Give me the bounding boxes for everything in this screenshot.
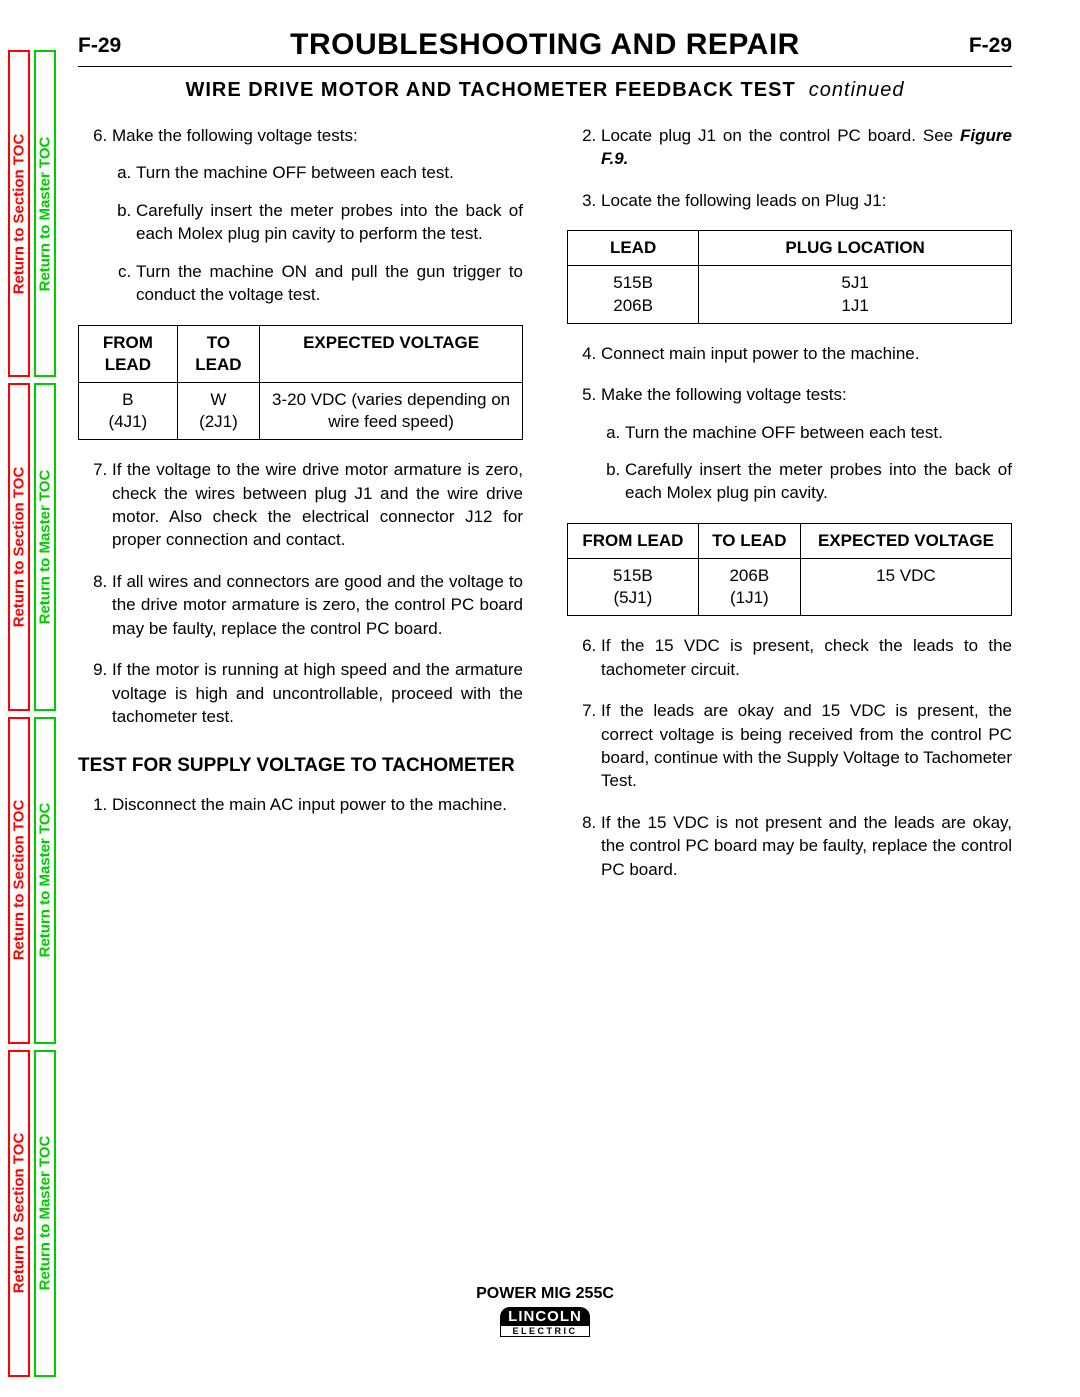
return-master-toc-link[interactable]: Return to Master TOC [34,717,56,1044]
return-section-toc-link[interactable]: Return to Section TOC [8,50,30,377]
supply-voltage-list: Disconnect the main AC input power to th… [78,793,523,816]
th-expected: EXPECTED VOLTAGE [260,325,523,382]
page-number-right: F-29 [969,34,1012,58]
procedure-list-left-cont: If the voltage to the wire drive motor a… [78,458,523,729]
step-6c: Turn the machine ON and pull the gun tri… [136,260,523,307]
step-9: If the motor is running at high speed an… [112,658,523,728]
th-to: TO LEAD [698,523,800,558]
master-toc-column: Return to Master TOC Return to Master TO… [34,50,56,1377]
th-to: TO LEAD [177,325,259,382]
supply-step-3: Locate the following leads on Plug J1: [601,189,1012,212]
voltage-table-1: FROM LEAD TO LEAD EXPECTED VOLTAGE B(4J1… [78,325,523,440]
procedure-list-right-3: If the 15 VDC is present, check the lead… [567,634,1012,881]
td-from: 515B(5J1) [568,559,699,616]
supply-step-5: Make the following voltage tests: Turn t… [601,383,1012,505]
sidebar-toc-tabs: Return to Section TOC Return to Section … [8,50,56,1377]
page-header: F-29 TROUBLESHOOTING AND REPAIR F-29 [78,28,1012,67]
model-name: POWER MIG 255C [78,1285,1012,1303]
td-from: B(4J1) [79,382,178,439]
supply-step-4: Connect main input power to the machine. [601,342,1012,365]
td-to: 206B(1J1) [698,559,800,616]
procedure-list-right: Locate plug J1 on the control PC board. … [567,124,1012,212]
td-expected: 15 VDC [800,559,1011,616]
plug-location-table: LEAD PLUG LOCATION 515B206B 5J11J1 [567,230,1012,323]
left-column: Make the following voltage tests: Turn t… [78,124,523,899]
supply-step-2: Locate plug J1 on the control PC board. … [601,124,1012,171]
step-2-text: Locate plug J1 on the control PC board. … [601,126,960,145]
procedure-list-right-2: Connect main input power to the machine.… [567,342,1012,505]
step-6-intro: Make the following voltage tests: [112,126,358,145]
step-7: If the voltage to the wire drive motor a… [112,458,523,552]
test-title-text: WIRE DRIVE MOTOR AND TACHOMETER FEEDBACK… [185,79,795,101]
procedure-list-left: Make the following voltage tests: Turn t… [78,124,523,307]
supply-step-1: Disconnect the main AC input power to th… [112,793,523,816]
return-master-toc-link[interactable]: Return to Master TOC [34,1050,56,1377]
test-title: WIRE DRIVE MOTOR AND TACHOMETER FEEDBACK… [78,79,1012,102]
th-from: FROM LEAD [568,523,699,558]
td-to: W(2J1) [177,382,259,439]
step-5-intro: Make the following voltage tests: [601,385,847,404]
supply-voltage-heading: TEST FOR SUPPLY VOLTAGE TO TACHOMETER [78,753,523,779]
step-5-substeps: Turn the machine OFF between each test. … [601,421,1012,505]
supply-step-7: If the leads are okay and 15 VDC is pres… [601,699,1012,793]
th-expected: EXPECTED VOLTAGE [800,523,1011,558]
page-number-left: F-29 [78,34,121,58]
return-section-toc-link[interactable]: Return to Section TOC [8,1050,30,1377]
td-plug-location: 5J11J1 [699,266,1012,323]
step-5a: Turn the machine OFF between each test. [625,421,1012,444]
right-column: Locate plug J1 on the control PC board. … [567,124,1012,899]
supply-step-8: If the 15 VDC is not present and the lea… [601,811,1012,881]
td-lead: 515B206B [568,266,699,323]
return-master-toc-link[interactable]: Return to Master TOC [34,50,56,377]
step-6b: Carefully insert the meter probes into t… [136,199,523,246]
step-6a: Turn the machine OFF between each test. [136,161,523,184]
return-section-toc-link[interactable]: Return to Section TOC [8,383,30,710]
lincoln-electric-logo: LINCOLN ELECTRIC [500,1307,590,1337]
step-6: Make the following voltage tests: Turn t… [112,124,523,307]
continued-label: continued [802,79,904,101]
page-content: F-29 TROUBLESHOOTING AND REPAIR F-29 WIR… [78,28,1012,1373]
supply-step-6: If the 15 VDC is present, check the lead… [601,634,1012,681]
section-toc-column: Return to Section TOC Return to Section … [8,50,30,1377]
th-from: FROM LEAD [79,325,178,382]
return-master-toc-link[interactable]: Return to Master TOC [34,383,56,710]
step-6-substeps: Turn the machine OFF between each test. … [112,161,523,306]
th-lead: LEAD [568,231,699,266]
logo-top: LINCOLN [500,1307,590,1326]
step-8: If all wires and connectors are good and… [112,570,523,640]
th-plug-location: PLUG LOCATION [699,231,1012,266]
td-expected: 3-20 VDC (varies depending on wire feed … [260,382,523,439]
voltage-table-2: FROM LEAD TO LEAD EXPECTED VOLTAGE 515B(… [567,523,1012,616]
logo-bottom: ELECTRIC [500,1326,590,1337]
section-title: TROUBLESHOOTING AND REPAIR [290,28,800,61]
return-section-toc-link[interactable]: Return to Section TOC [8,717,30,1044]
step-5b: Carefully insert the meter probes into t… [625,458,1012,505]
two-column-body: Make the following voltage tests: Turn t… [78,124,1012,899]
page-footer: POWER MIG 255C LINCOLN ELECTRIC [78,1285,1012,1339]
